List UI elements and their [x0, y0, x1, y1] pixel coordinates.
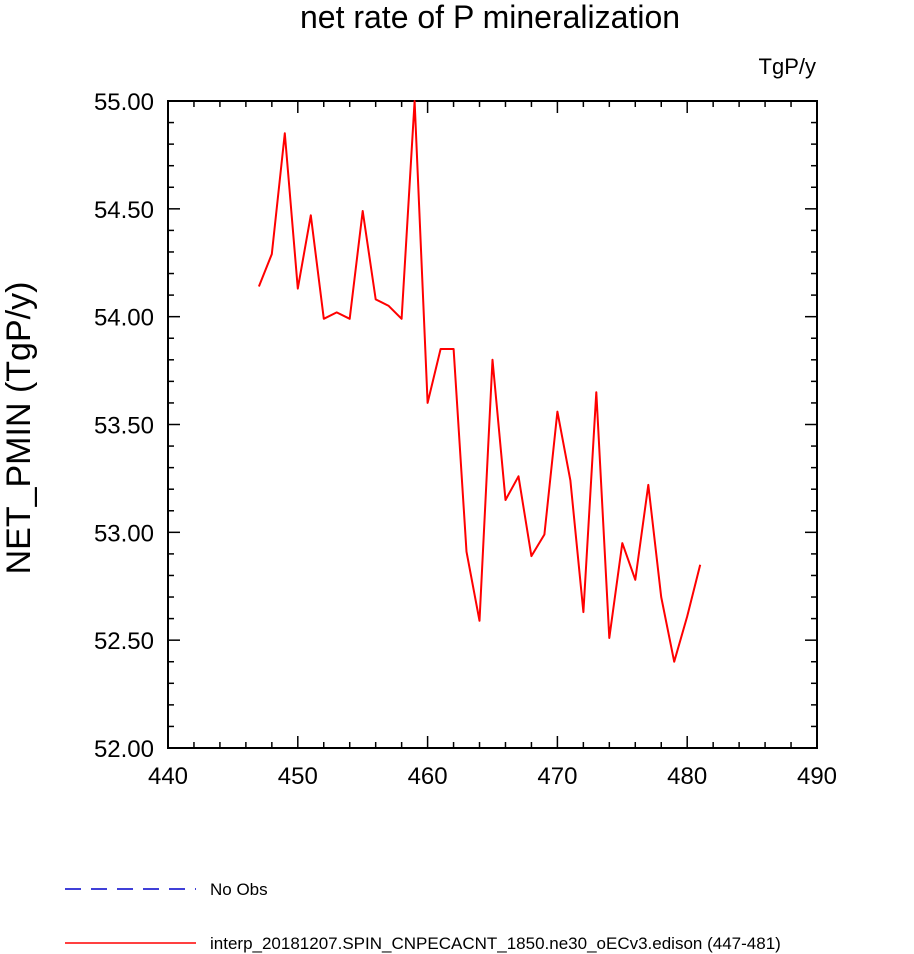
x-tick-label: 440	[148, 763, 188, 790]
y-tick-label: 54.50	[94, 197, 154, 224]
x-tick-label: 460	[408, 763, 448, 790]
y-tick-label: 53.00	[94, 520, 154, 547]
legend-label: No Obs	[210, 880, 268, 899]
y-tick-label: 53.50	[94, 413, 154, 440]
x-tick-label: 490	[797, 763, 837, 790]
x-tick-label: 480	[667, 763, 707, 790]
plot-frame	[167, 100, 818, 749]
legend: No Obs interp_20181207.SPIN_CNPECACNT_185…	[65, 880, 781, 953]
chart-title: net rate of P mineralization	[300, 0, 680, 35]
y-tick-label: 52.50	[94, 628, 154, 655]
legend-label: interp_20181207.SPIN_CNPECACNT_1850.ne30…	[210, 934, 781, 953]
units-label: TgP/y	[759, 54, 816, 79]
y-tick-label: 55.00	[94, 89, 154, 116]
x-tick-label: 470	[537, 763, 577, 790]
series-layer	[257, 100, 702, 663]
axes: 440 450 460 470 480 490 52.00 52.50 53.00 53.50 54…	[94, 89, 837, 790]
y-tick-label: 52.00	[94, 736, 154, 763]
y-axis-label: NET_PMIN (TgP/y)	[0, 282, 38, 575]
x-tick-label: 450	[278, 763, 318, 790]
y-tick-label: 54.00	[94, 305, 154, 332]
series-line	[257, 100, 702, 663]
